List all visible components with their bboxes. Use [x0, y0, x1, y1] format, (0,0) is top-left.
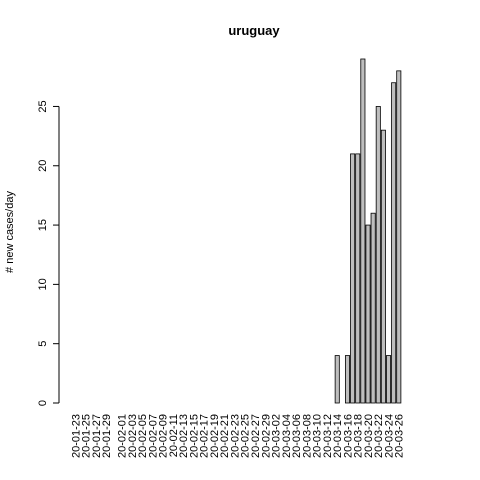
bar-20-03-22 — [375, 106, 381, 404]
x-tick-label: 20-03-02 — [271, 414, 283, 458]
bar-20-03-24 — [386, 355, 392, 404]
x-tick-label: 20-02-05 — [137, 414, 149, 458]
chart-title: uruguay — [228, 23, 280, 38]
x-tick-label: 20-02-01 — [117, 414, 129, 458]
x-tick-label: 20-03-16 — [342, 414, 354, 458]
y-tick-label: 0 — [37, 400, 49, 406]
x-tick-label: 20-02-21 — [219, 414, 231, 458]
x-tick-label: 20-01-27 — [91, 414, 103, 458]
x-tick-label: 20-03-10 — [312, 414, 324, 458]
y-axis: 0 5 10 15 20 25 — [37, 100, 60, 406]
x-tick-label: 20-02-09 — [158, 414, 170, 458]
y-tick-label: 20 — [37, 160, 49, 172]
x-tick-label: 20-01-29 — [101, 414, 113, 458]
bar-20-03-18 — [355, 153, 361, 404]
bar-20-03-20 — [365, 224, 371, 404]
x-tick-label: 20-02-19 — [209, 414, 221, 458]
x-tick-label: 20-03-22 — [373, 414, 385, 458]
x-tick-label: 20-03-26 — [394, 414, 406, 458]
x-tick-label: 20-03-06 — [291, 414, 303, 458]
x-tick-label: 20-03-08 — [301, 414, 313, 458]
x-tick-label: 20-02-03 — [127, 414, 139, 458]
x-tick-label: 20-02-15 — [188, 414, 200, 458]
x-tick-label: 20-03-12 — [322, 414, 334, 458]
y-tick-label: 5 — [37, 341, 49, 347]
bar-20-03-21 — [370, 212, 376, 404]
y-tick-label: 10 — [37, 278, 49, 290]
bar-20-03-25 — [391, 82, 397, 404]
x-tick-label: 20-03-18 — [353, 414, 365, 458]
bar-20-03-17 — [350, 153, 356, 404]
x-tick-label: 20-02-23 — [229, 414, 241, 458]
bars-group — [334, 58, 402, 404]
x-tick-label: 20-02-17 — [199, 414, 211, 458]
bar-20-03-23 — [380, 129, 386, 404]
y-tick-label: 15 — [37, 219, 49, 231]
y-axis-label: # new cases/day — [4, 191, 16, 273]
y-tick-label: 25 — [37, 100, 49, 112]
x-tick-label: 20-02-29 — [260, 414, 272, 458]
x-tick-label: 20-03-04 — [281, 414, 293, 458]
bar-20-03-26 — [396, 70, 402, 404]
x-tick-label: 20-02-07 — [147, 414, 159, 458]
x-tick-label: 20-02-27 — [250, 414, 262, 458]
x-tick-label: 20-03-20 — [363, 414, 375, 458]
bar-20-03-16 — [344, 355, 350, 404]
x-tick-label: 20-02-11 — [168, 414, 180, 457]
x-tick-label: 20-03-24 — [383, 414, 395, 458]
x-tick-label: 20-01-25 — [81, 414, 93, 458]
x-tick-label: 20-01-23 — [70, 414, 82, 458]
bar-20-03-19 — [360, 58, 366, 404]
x-tick-label: 20-02-13 — [178, 414, 190, 458]
x-tick-label: 20-02-25 — [240, 414, 252, 458]
x-tick-label: 20-03-14 — [332, 414, 344, 458]
bar-20-03-14 — [334, 355, 340, 404]
